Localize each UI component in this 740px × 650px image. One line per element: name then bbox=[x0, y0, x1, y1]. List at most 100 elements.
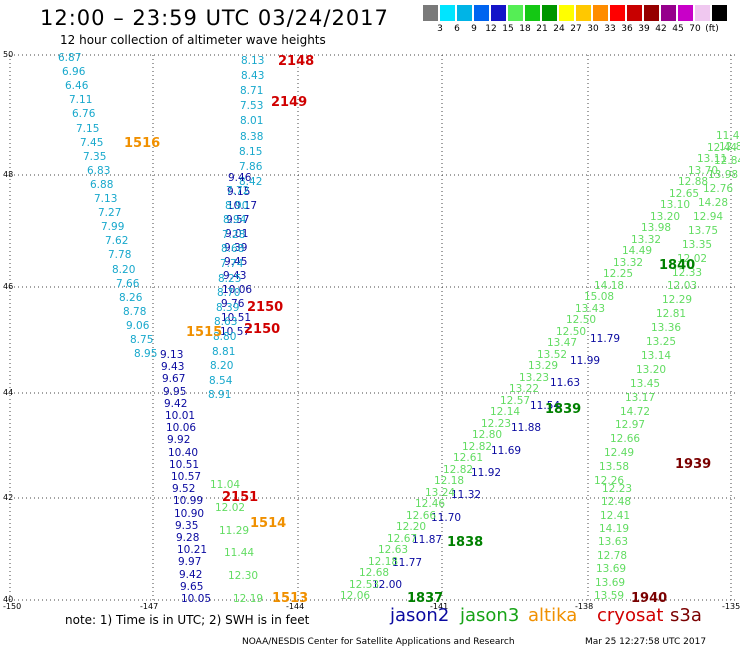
wave-height-value: 9.43 bbox=[223, 270, 247, 282]
orbit-number: 1837 bbox=[407, 591, 444, 606]
scale-label: 3 bbox=[437, 24, 443, 34]
wave-height-value: 11.63 bbox=[550, 377, 581, 389]
wave-height-value: 12.18 bbox=[434, 475, 465, 487]
wave-height-value: 9.52 bbox=[172, 483, 196, 495]
wave-height-value: 12.46 bbox=[415, 498, 446, 510]
wave-height-value: 12.84 bbox=[714, 155, 740, 167]
lon-label: -147 bbox=[140, 602, 159, 611]
wave-height-value: 10.21 bbox=[177, 544, 208, 556]
scale-swatch bbox=[661, 5, 677, 21]
wave-height-value: 13.43 bbox=[575, 303, 606, 315]
wave-height-value: 10.40 bbox=[168, 447, 199, 459]
wave-height-value: 9.43 bbox=[161, 361, 185, 373]
wave-height-value: 14.72 bbox=[620, 406, 651, 418]
wave-height-value: 13.32 bbox=[631, 234, 662, 246]
wave-height-value: 13.32 bbox=[613, 257, 644, 269]
scale-label: 42 bbox=[655, 24, 667, 34]
wave-height-value: 10.06 bbox=[222, 284, 253, 296]
legend-jason2: jason2 bbox=[390, 605, 450, 626]
scale-label: 15 bbox=[502, 24, 514, 34]
wave-height-value: 9.39 bbox=[224, 242, 248, 254]
wave-height-value: 7.99 bbox=[101, 221, 125, 233]
scale-swatch bbox=[559, 5, 575, 21]
legend-cryosat: cryosat bbox=[597, 605, 664, 626]
wave-height-value: 13.25 bbox=[646, 336, 677, 348]
wave-height-value: 8.01 bbox=[240, 115, 264, 127]
lon-label: -141 bbox=[430, 602, 449, 611]
lat-label: 44 bbox=[3, 388, 14, 397]
wave-height-value: 12.66 bbox=[406, 510, 437, 522]
wave-height-value: 11.32 bbox=[451, 489, 482, 501]
wave-height-value: 7.28 bbox=[222, 229, 246, 241]
scale-swatch bbox=[440, 5, 456, 21]
wave-height-value: 13.20 bbox=[650, 211, 681, 223]
wave-height-value: 12.68 bbox=[359, 567, 390, 579]
lat-label: 48 bbox=[3, 170, 14, 179]
wave-height-value: 13.70 bbox=[688, 165, 719, 177]
wave-height-value: 12.20 bbox=[396, 521, 427, 533]
orbit-number: 1516 bbox=[124, 136, 161, 151]
wave-height-value: 13.45 bbox=[630, 378, 661, 390]
wave-height-value: 7.86 bbox=[239, 161, 263, 173]
lat-label: 46 bbox=[3, 282, 14, 291]
wave-height-value: 12.06 bbox=[340, 590, 371, 602]
wave-height-value: 12.14 bbox=[490, 406, 521, 418]
scale-label: 9 bbox=[471, 24, 477, 34]
wave-height-value: 11.70 bbox=[431, 512, 462, 524]
wave-height-value: 8.91 bbox=[208, 389, 232, 401]
wave-height-value: 8.39 bbox=[216, 302, 240, 314]
wave-height-value: 7.62 bbox=[105, 235, 129, 247]
wave-height-value: 10.51 bbox=[221, 312, 252, 324]
wave-height-value: 13.52 bbox=[537, 349, 568, 361]
wave-height-value: 13.98 bbox=[708, 169, 739, 181]
orbit-number: 2150 bbox=[244, 322, 281, 337]
wave-height-value: 12.23 bbox=[481, 418, 512, 430]
wave-height-value: 10.17 bbox=[227, 200, 258, 212]
orbit-number: 2151 bbox=[222, 490, 259, 505]
orbit-number: 1513 bbox=[272, 591, 309, 606]
scale-swatch bbox=[712, 5, 728, 21]
wave-height-value: 13.63 bbox=[598, 536, 629, 548]
scale-label: 30 bbox=[587, 24, 599, 34]
scale-swatch bbox=[474, 5, 490, 21]
wave-height-value: 12.03 bbox=[667, 280, 698, 292]
wave-height-value: 8.70 bbox=[217, 287, 241, 299]
scale-label: 6 bbox=[454, 24, 460, 34]
wave-height-value: 12.48 bbox=[601, 496, 632, 508]
wave-height-value: 12.57 bbox=[500, 395, 531, 407]
note-text: note: 1) Time is in UTC; 2) SWH is in fe… bbox=[65, 613, 310, 627]
wave-height-value: 7.53 bbox=[240, 100, 264, 112]
scale-label: 39 bbox=[638, 24, 650, 34]
wave-height-value: 15.08 bbox=[584, 291, 615, 303]
scale-swatch bbox=[508, 5, 524, 21]
wave-height-value: 12.29 bbox=[662, 294, 693, 306]
scale-label: 18 bbox=[519, 24, 531, 34]
wave-height-value: 13.23 bbox=[519, 372, 550, 384]
wave-height-value: 13.20 bbox=[636, 364, 667, 376]
wave-height-value: 8.13 bbox=[241, 55, 265, 67]
wave-height-value: 10.06 bbox=[166, 422, 197, 434]
page-title: 12:00 – 23:59 UTC 03/24/2017 bbox=[40, 6, 389, 30]
wave-height-value: 8.75 bbox=[130, 334, 154, 346]
wave-height-value: 8.15 bbox=[239, 146, 263, 158]
wave-height-value: 9.06 bbox=[126, 320, 150, 332]
credit-text: NOAA/NESDIS Center for Satellite Applica… bbox=[242, 637, 515, 647]
wave-height-value: 11.79 bbox=[590, 333, 621, 345]
wave-height-value: 10.05 bbox=[181, 593, 212, 605]
wave-height-value: 13.58 bbox=[599, 461, 630, 473]
scale-label: 27 bbox=[570, 24, 582, 34]
scale-label: 21 bbox=[536, 24, 548, 34]
wave-height-value: 12.81 bbox=[656, 308, 687, 320]
lat-label: 50 bbox=[3, 50, 14, 59]
scale-label: 33 bbox=[604, 24, 616, 34]
wave-height-value: 12.19 bbox=[233, 593, 264, 605]
wave-height-value: 7.35 bbox=[83, 151, 107, 163]
orbit-number: 1939 bbox=[675, 457, 712, 472]
wave-height-value: 9.35 bbox=[175, 520, 199, 532]
wave-height-value: 9.42 bbox=[179, 569, 203, 581]
wave-height-value: 10.01 bbox=[165, 410, 196, 422]
orbit-number: 2150 bbox=[247, 300, 284, 315]
orbit-number: 1840 bbox=[659, 258, 696, 273]
wave-height-value: 7.72 bbox=[226, 185, 250, 197]
